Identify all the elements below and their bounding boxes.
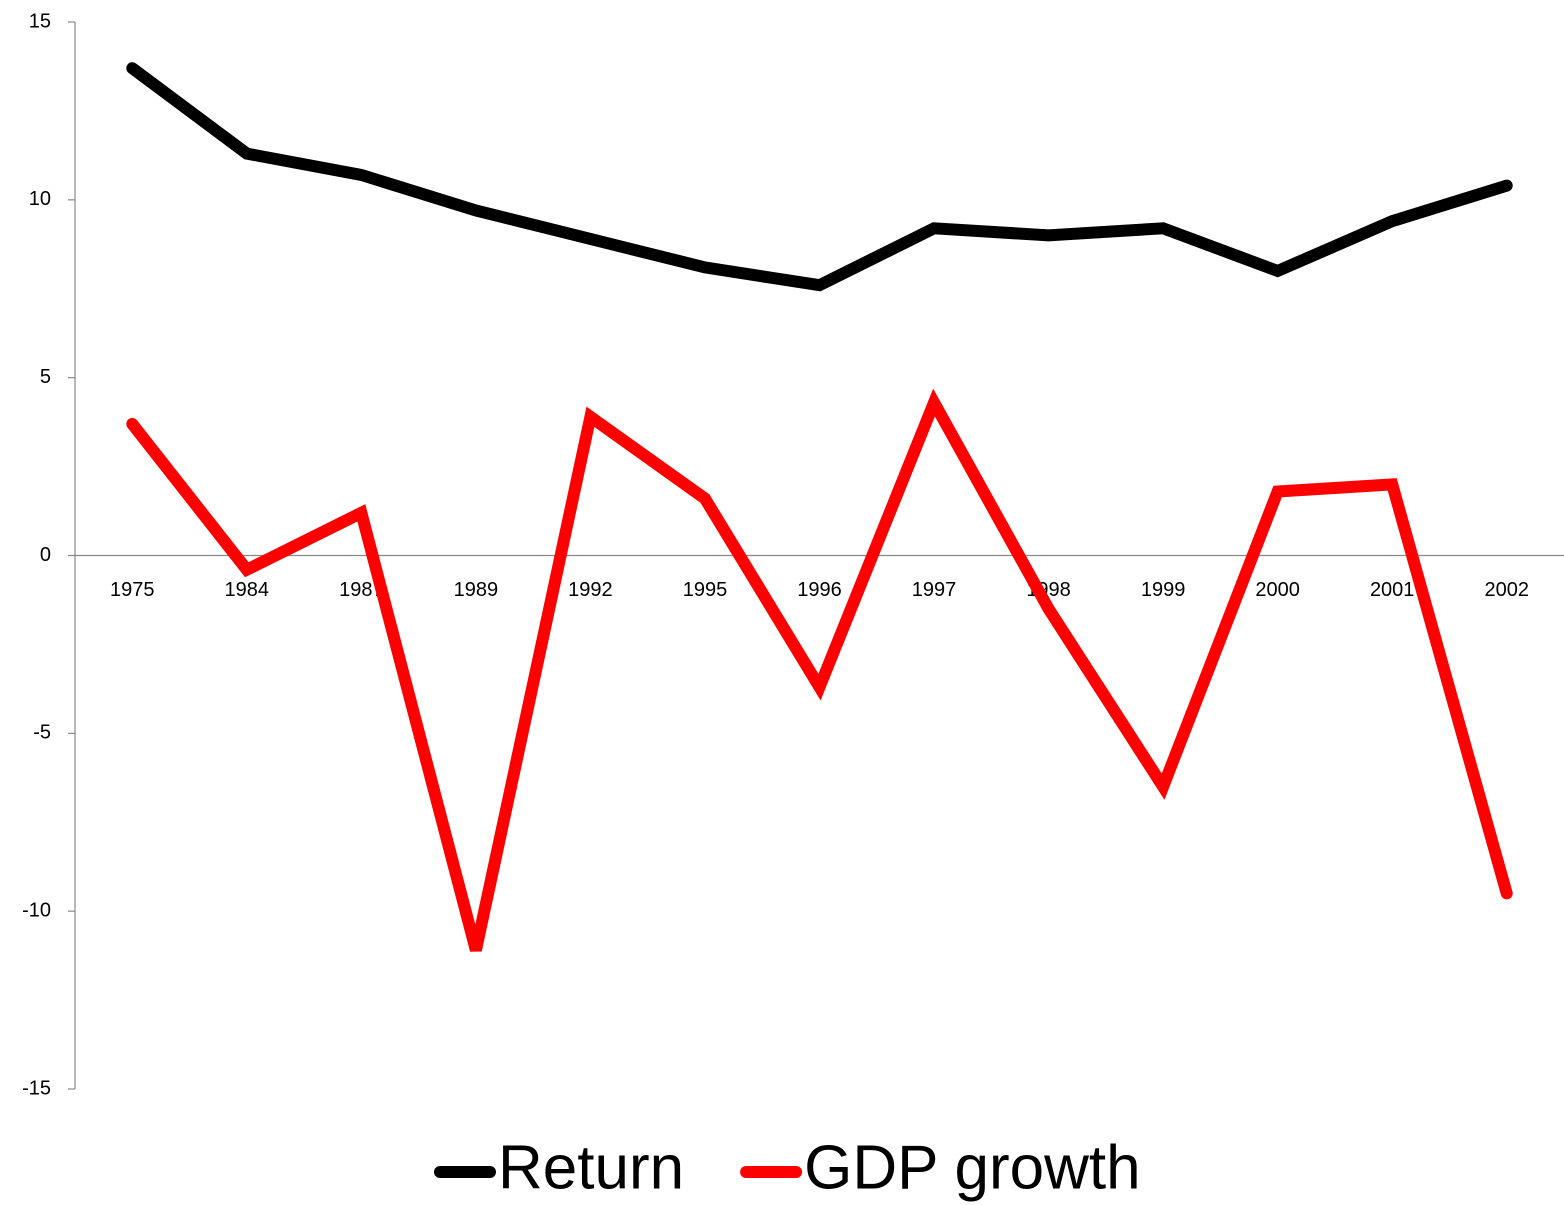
y-tick-label: 15 — [29, 10, 51, 32]
legend-label: GDP growth — [804, 1133, 1141, 1202]
x-tick-label: 2002 — [1484, 579, 1529, 601]
x-tick-label: 2001 — [1370, 579, 1415, 601]
x-tick-label: 1995 — [683, 579, 728, 601]
y-tick-label: 0 — [40, 544, 51, 566]
y-tick-label: 5 — [40, 366, 51, 388]
y-tick-label: -15 — [22, 1077, 51, 1099]
y-tick-label: -5 — [33, 722, 51, 744]
y-tick-label: -10 — [22, 899, 51, 921]
x-tick-label: 1992 — [568, 579, 613, 601]
x-tick-label: 1997 — [912, 579, 957, 601]
y-tick-label: 10 — [29, 188, 51, 210]
x-tick-label: 1975 — [110, 579, 155, 601]
x-tick-label: 1999 — [1141, 579, 1186, 601]
x-tick-label: 1984 — [225, 579, 270, 601]
line — [126, 388, 1513, 952]
x-tick-label: 1989 — [454, 579, 499, 601]
x-tick-label: 2000 — [1255, 579, 1300, 601]
line — [126, 62, 1513, 292]
x-tick-label: 1996 — [797, 579, 842, 601]
x-tick-label: 1987 — [339, 579, 384, 601]
legend-label: Return — [498, 1133, 684, 1202]
